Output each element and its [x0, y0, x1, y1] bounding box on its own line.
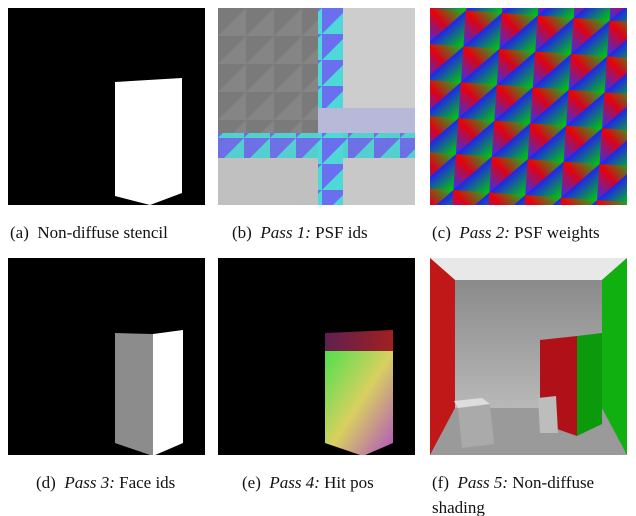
caption-pass: Pass 4: [269, 473, 320, 492]
caption-pass: Pass 5: [457, 473, 508, 492]
image-stencil [8, 8, 205, 205]
figure: (a) Non-diffuse stencil (b) Pass 1: PSF … [0, 0, 636, 516]
caption-label: (a) [10, 223, 29, 242]
image-psf-weights [430, 8, 627, 205]
caption-label: (c) [432, 223, 451, 242]
image-shading [430, 258, 627, 455]
caption-label: (f) [432, 473, 449, 492]
caption-pass: Pass 3: [64, 473, 115, 492]
caption-text: Hit pos [324, 473, 374, 492]
caption-text: Non-diffuse stencil [37, 223, 167, 242]
caption-label: (d) [36, 473, 56, 492]
caption: (b) Pass 1: PSF ids [232, 220, 368, 245]
image-psf-ids [218, 8, 415, 205]
caption: (a) Non-diffuse stencil [10, 220, 168, 245]
caption-text: Face ids [119, 473, 175, 492]
caption: (d) Pass 3: Face ids [36, 470, 175, 495]
caption: (c) Pass 2: PSF weights [432, 220, 600, 245]
image-hit-pos [218, 258, 415, 455]
caption-text: PSF ids [315, 223, 367, 242]
caption-pass: Pass 2: [459, 223, 510, 242]
caption-label: (e) [242, 473, 261, 492]
caption-label: (b) [232, 223, 252, 242]
caption-pass: Pass 1: [260, 223, 311, 242]
image-face-ids [8, 258, 205, 455]
caption-text: PSF weights [514, 223, 600, 242]
caption: (f) Pass 5: Non-diffuse shading [432, 470, 632, 516]
caption: (e) Pass 4: Hit pos [242, 470, 374, 495]
